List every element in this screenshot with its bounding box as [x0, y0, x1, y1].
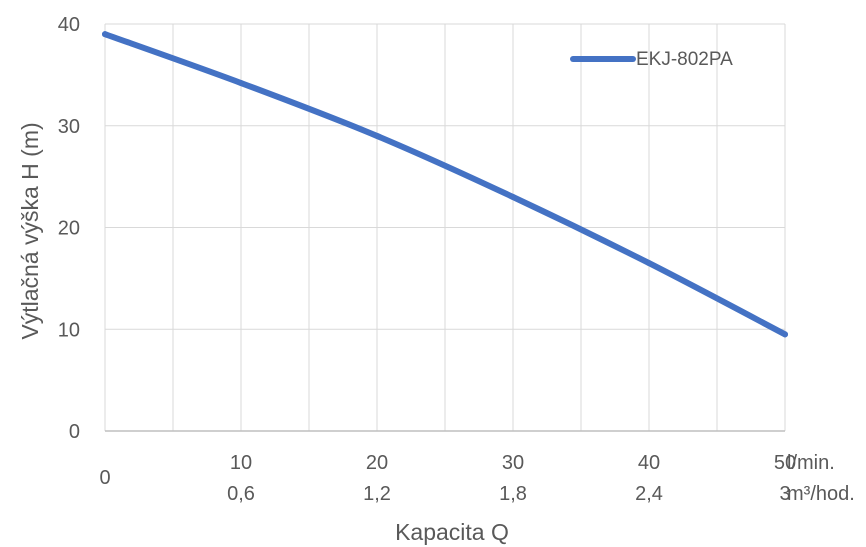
data-point [374, 132, 380, 139]
data-point [102, 31, 108, 38]
data-point [510, 193, 516, 200]
x-tick-label: 10 [230, 452, 252, 474]
tick-labels: 0 10 20 30 40 0 10 0,6 20 1,2 30 1,8 40 2,4 50 3 [58, 14, 796, 505]
x-secondary-tick-label: 1,2 [363, 483, 391, 505]
y-tick-label: 30 [58, 116, 80, 138]
y-tick-label: 40 [58, 14, 80, 36]
data-point [238, 80, 244, 87]
x-tick-label: 30 [502, 452, 524, 474]
x-tick-label: 50 [774, 452, 796, 474]
legend-label: EKJ-802PA [636, 49, 733, 70]
x-secondary-tick-label: 2,4 [635, 483, 663, 505]
x-secondary-tick-label: 1,8 [499, 483, 527, 505]
y-tick-label: 10 [58, 319, 80, 341]
y-tick-label: 0 [69, 421, 80, 443]
data-point [782, 331, 788, 338]
x-tick-label: 40 [638, 452, 660, 474]
series-layer [102, 31, 788, 338]
y-axis-title: Výtlačná výška H (m) [17, 122, 43, 339]
x-secondary-tick-label: 3 [779, 483, 790, 505]
data-point [646, 260, 652, 267]
x-unit-secondary: m³/hod. [787, 483, 855, 505]
x-axis-title: Kapacita Q [395, 519, 509, 545]
x-unit-primary: l/min. [787, 452, 835, 474]
legend: EKJ-802PA [570, 49, 733, 70]
x-secondary-tick-label: 0,6 [227, 483, 255, 505]
y-tick-label: 20 [58, 218, 80, 240]
x-tick-label: 0 [99, 467, 110, 489]
series-line-ekj-802pa [102, 31, 788, 338]
x-tick-label: 20 [366, 452, 388, 474]
grid-lines [104, 23, 786, 431]
